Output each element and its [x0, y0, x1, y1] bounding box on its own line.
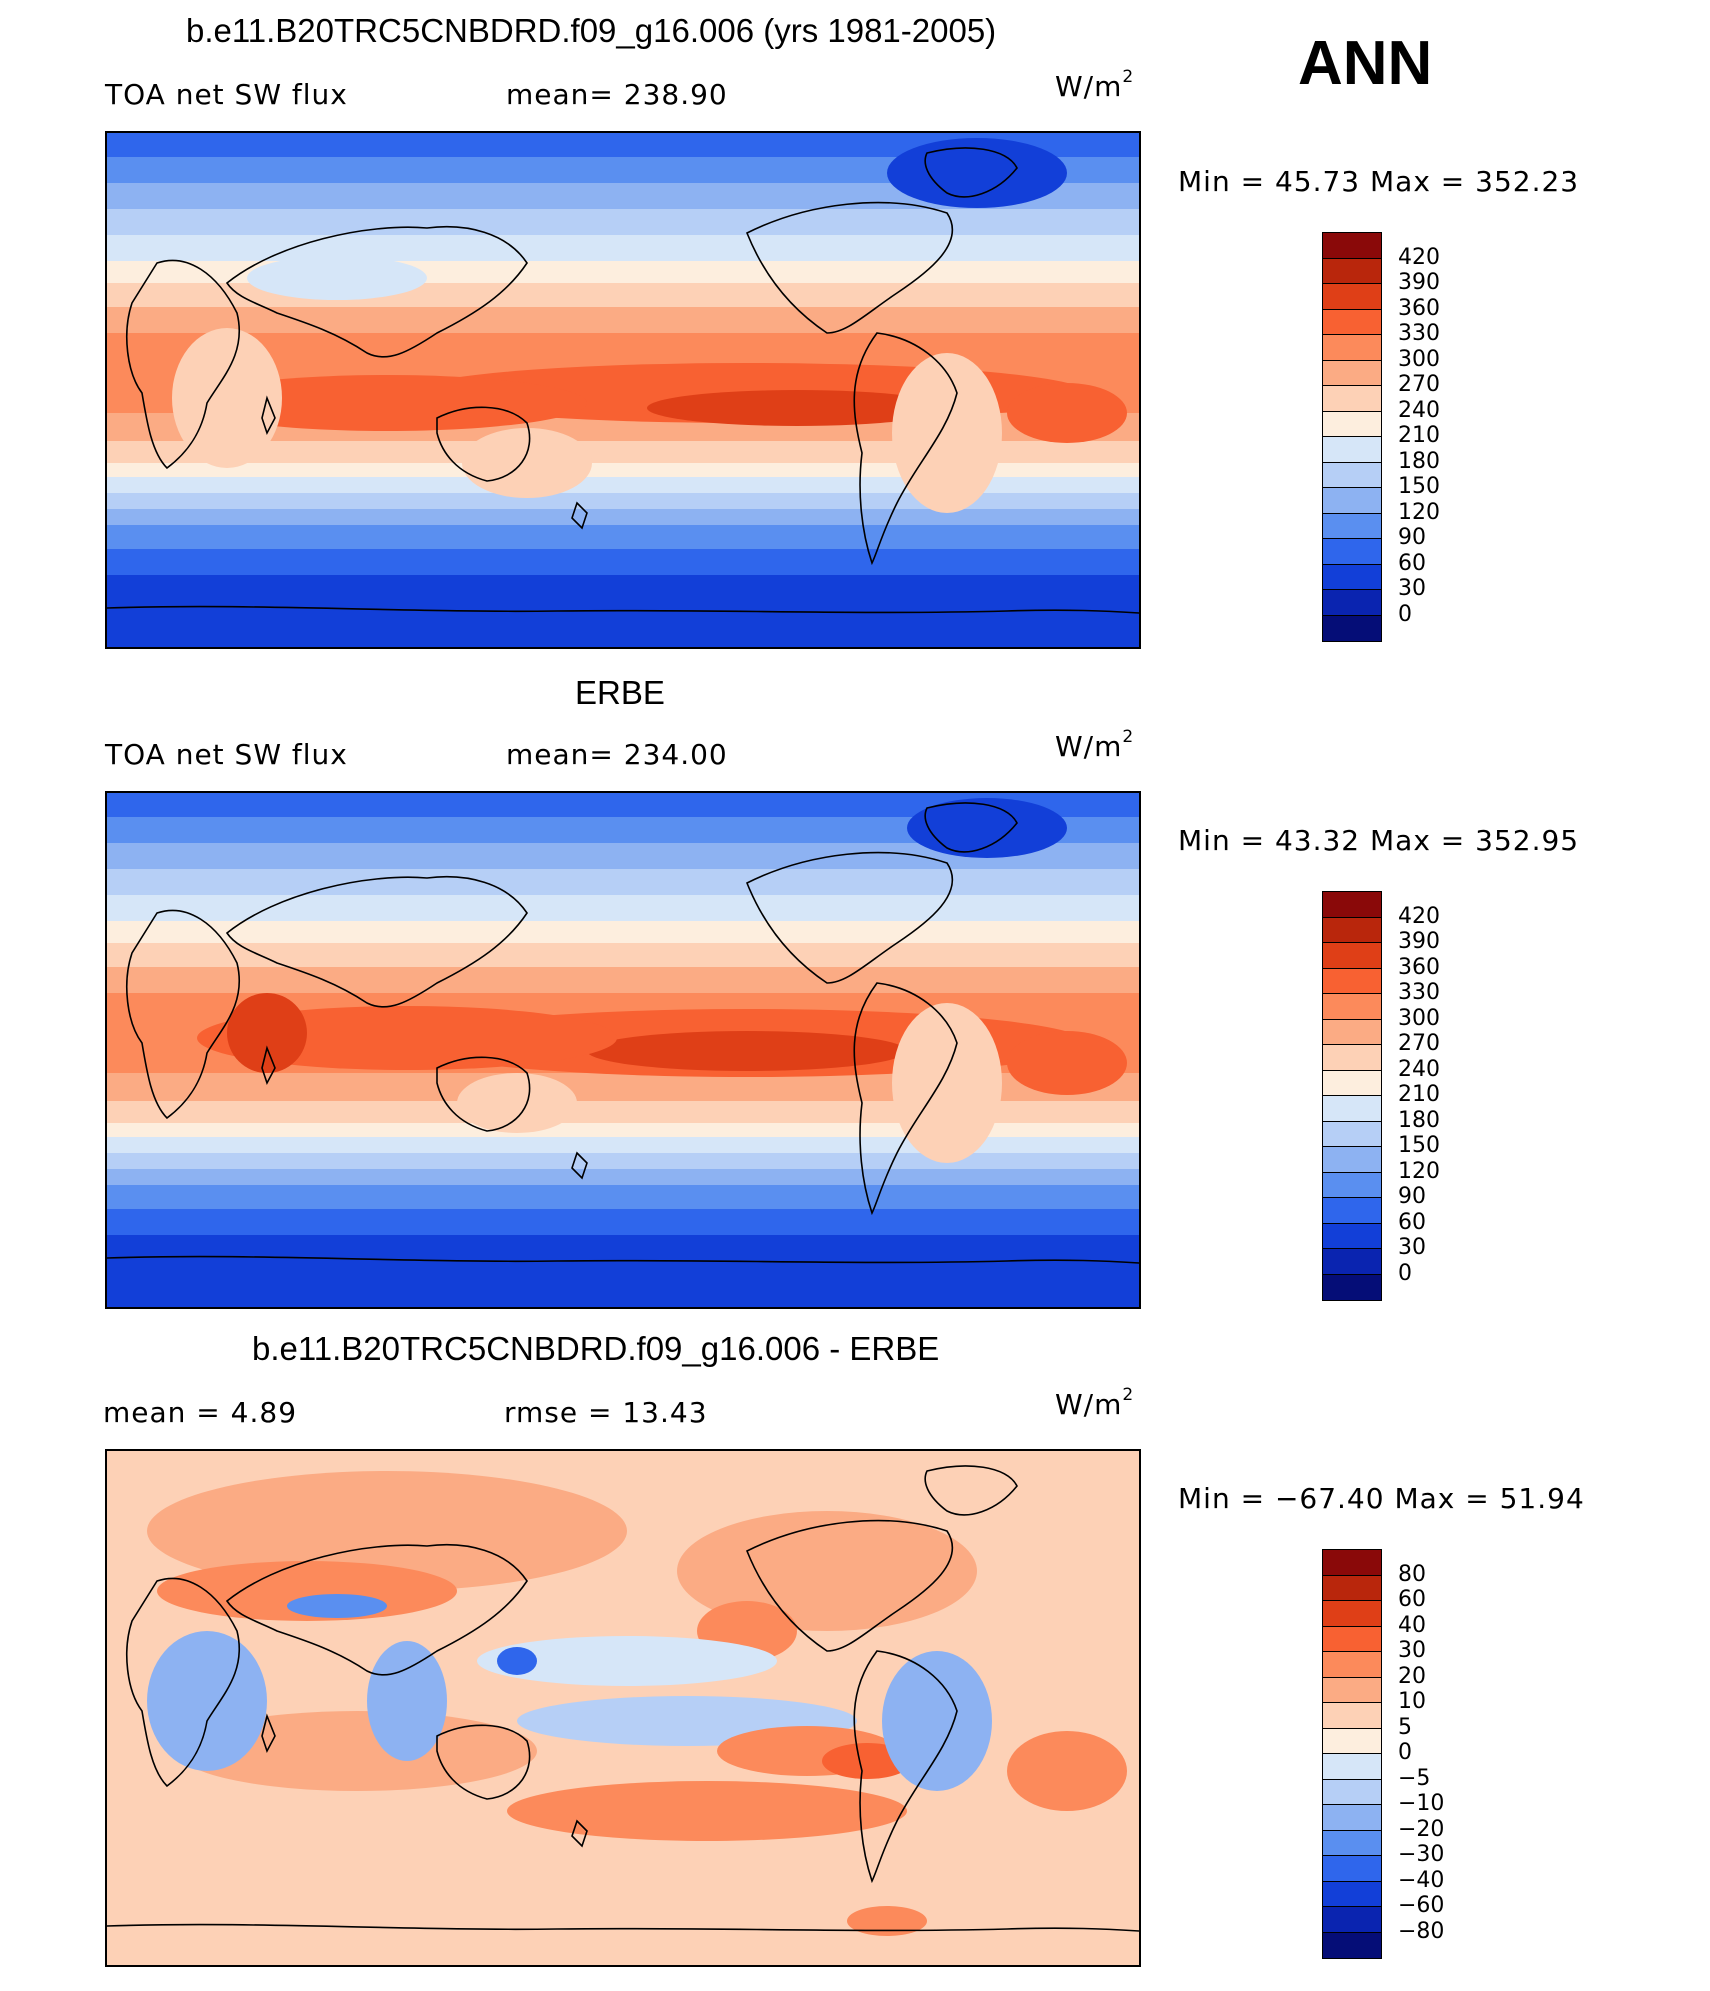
map-panel-model — [105, 131, 1141, 649]
season-label: ANN — [1298, 29, 1433, 98]
colorbar-tick-label: 30 — [1398, 1638, 1426, 1663]
colorbar-tick-label: 270 — [1398, 1031, 1440, 1056]
colorbar-tick-label: 150 — [1398, 474, 1440, 499]
mean-label-obs: mean= 234.00 — [506, 738, 728, 771]
colorbar-tick-label: 30 — [1398, 1235, 1426, 1260]
variable-label-model: TOA net SW flux — [105, 78, 348, 111]
colorbar-tick-label: −40 — [1398, 1867, 1445, 1893]
colorbar-tick-label: 420 — [1398, 903, 1440, 929]
rmse-label-diff: rmse = 13.43 — [504, 1396, 708, 1429]
panel-title-model: b.e11.B20TRC5CNBDRD.f09_g16.006 (yrs 198… — [186, 12, 997, 49]
colorbar-tick-label: 300 — [1398, 1005, 1440, 1031]
colorbar-tick-label: 300 — [1398, 346, 1440, 372]
colorbar-tick-label: −20 — [1398, 1816, 1445, 1842]
colorbar-tick-label: 150 — [1398, 1133, 1440, 1158]
map-panel-diff — [105, 1449, 1141, 1967]
colorbar-diff — [1322, 1549, 1382, 1959]
colorbar-tick-label: 10 — [1398, 1689, 1426, 1714]
colorbar-tick-label: 5 — [1398, 1714, 1412, 1740]
colorbar-tick-label: 180 — [1398, 448, 1440, 474]
colorbar-tick-label: 270 — [1398, 372, 1440, 397]
colorbar-tick-label: 120 — [1398, 1158, 1440, 1184]
colorbar-tick-label: 0 — [1398, 1260, 1412, 1286]
colorbar-tick-label: −80 — [1398, 1918, 1445, 1944]
colorbar-tick-label: 60 — [1398, 550, 1426, 576]
colorbar-tick-label: 60 — [1398, 1587, 1426, 1612]
colorbar-tick-label: 210 — [1398, 423, 1440, 448]
map-model — [107, 133, 1139, 647]
mean-label-model: mean= 238.90 — [506, 78, 728, 111]
colorbar-tick-label: 360 — [1398, 295, 1440, 321]
colorbar-model — [1322, 232, 1382, 642]
colorbar-tick-label: 420 — [1398, 244, 1440, 270]
colorbar-tick-label: 360 — [1398, 954, 1440, 980]
map-panel-obs — [105, 791, 1141, 1309]
colorbar-tick-label: 40 — [1398, 1612, 1426, 1638]
colorbar-tick-label: 240 — [1398, 1056, 1440, 1082]
units-label-obs: W/m2 — [1055, 727, 1135, 764]
colorbar-tick-label: −5 — [1398, 1765, 1431, 1791]
panel-title-obs: ERBE — [575, 674, 665, 711]
minmax-label-diff: Min = −67.40 Max = 51.94 — [1178, 1482, 1585, 1515]
colorbar-tick-label: 30 — [1398, 576, 1426, 601]
colorbar-tick-label: 240 — [1398, 397, 1440, 423]
colorbar-tick-label: −30 — [1398, 1842, 1445, 1867]
colorbar-tick-label: −10 — [1398, 1791, 1445, 1816]
colorbar-tick-label: 390 — [1398, 929, 1440, 954]
colorbar-tick-label: 120 — [1398, 499, 1440, 525]
colorbar-tick-label: 210 — [1398, 1082, 1440, 1107]
colorbar-tick-label: −60 — [1398, 1893, 1445, 1918]
colorbar-tick-label: 90 — [1398, 1184, 1426, 1209]
panel-title-diff: b.e11.B20TRC5CNBDRD.f09_g16.006 - ERBE — [252, 1330, 940, 1367]
colorbar-tick-label: 330 — [1398, 980, 1440, 1005]
colorbar-tick-label: 20 — [1398, 1663, 1426, 1689]
map-obs — [107, 793, 1139, 1307]
colorbar-tick-label: 90 — [1398, 525, 1426, 550]
colorbar-tick-label: 330 — [1398, 321, 1440, 346]
colorbar-obs — [1322, 891, 1382, 1301]
colorbar-tick-label: 60 — [1398, 1209, 1426, 1235]
map-diff — [107, 1451, 1139, 1965]
mean-label-diff: mean = 4.89 — [103, 1396, 298, 1429]
minmax-label-model: Min = 45.73 Max = 352.23 — [1178, 165, 1580, 198]
units-label-model: W/m2 — [1055, 67, 1135, 104]
colorbar-tick-label: 390 — [1398, 270, 1440, 295]
variable-label-obs: TOA net SW flux — [105, 738, 348, 771]
colorbar-tick-label: 0 — [1398, 601, 1412, 627]
minmax-label-obs: Min = 43.32 Max = 352.95 — [1178, 824, 1580, 857]
colorbar-tick-label: 180 — [1398, 1107, 1440, 1133]
colorbar-tick-label: 0 — [1398, 1740, 1412, 1765]
units-label-diff: W/m2 — [1055, 1385, 1135, 1422]
colorbar-tick-label: 80 — [1398, 1561, 1426, 1587]
